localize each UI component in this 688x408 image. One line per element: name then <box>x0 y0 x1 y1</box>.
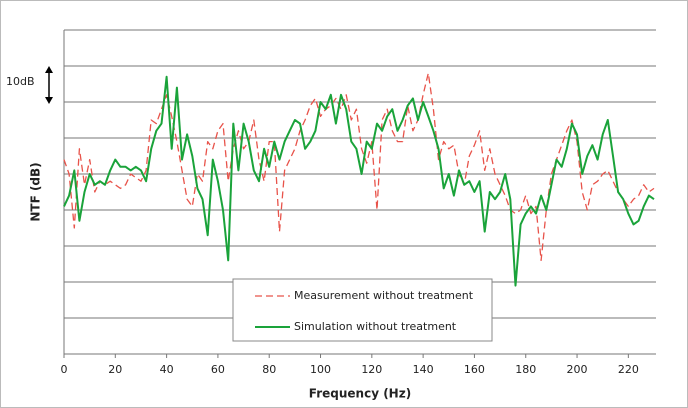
x-tick-label: 140 <box>413 363 434 376</box>
x-tick-label: 180 <box>515 363 536 376</box>
legend-label: Measurement without treatment <box>294 289 474 302</box>
legend-label: Simulation without treatment <box>294 320 457 333</box>
y-axis-title: NTF (dB) <box>29 162 43 221</box>
x-tick-label: 40 <box>160 363 174 376</box>
x-tick-label: 200 <box>567 363 588 376</box>
series-line <box>63 75 655 287</box>
x-axis-title: Frequency (Hz) <box>309 387 411 401</box>
x-tick-label: 80 <box>262 363 276 376</box>
x-tick-label: 100 <box>310 363 331 376</box>
x-tick-label: 20 <box>108 363 122 376</box>
x-tick-label: 160 <box>464 363 485 376</box>
legend: Measurement without treatment Simulation … <box>232 278 493 342</box>
annotation-arrow <box>45 66 53 104</box>
annotation: 10dB <box>6 75 35 88</box>
x-tick-label: 220 <box>618 363 639 376</box>
x-tick-label: 60 <box>211 363 225 376</box>
x-tick-label: 120 <box>361 363 382 376</box>
legend-box <box>232 278 493 342</box>
x-tick-label: 0 <box>61 363 68 376</box>
